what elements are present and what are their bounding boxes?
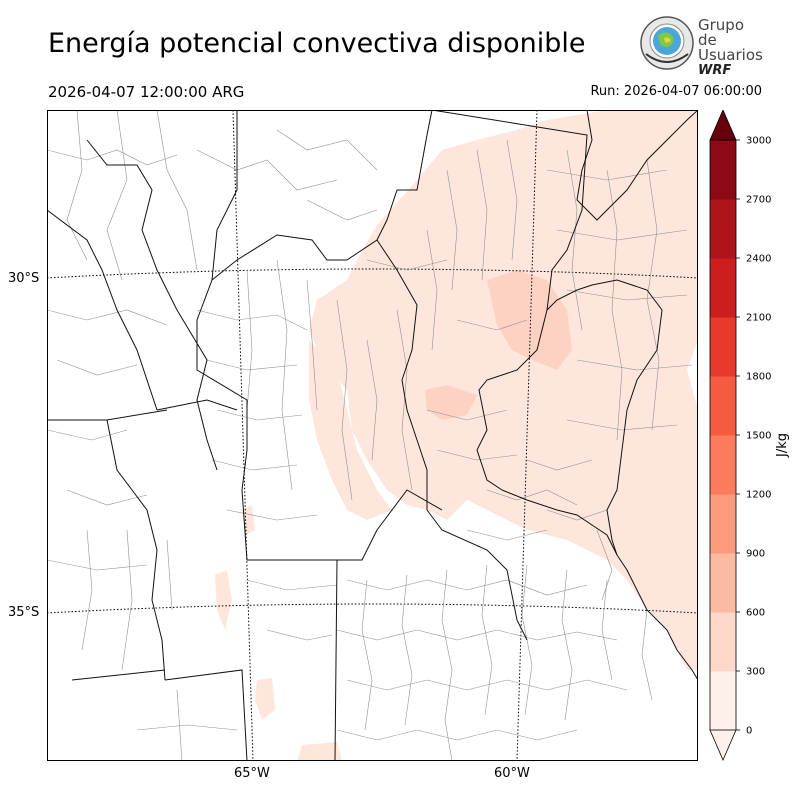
department-boundaries — [47, 110, 693, 761]
colorbar-extend-high — [709, 110, 737, 141]
colorbar-segment — [710, 612, 736, 672]
colorbar-segment — [710, 494, 736, 554]
logo-line-1: Grupo de — [698, 16, 744, 49]
graticule-line — [516, 110, 538, 761]
colorbar-segment — [710, 376, 736, 436]
lat-label-30s: 30°S — [8, 271, 40, 286]
cape-field-region — [215, 570, 232, 630]
lat-label-35s: 35°S — [8, 605, 40, 620]
cape-field-region — [297, 742, 342, 761]
colorbar-label: J/kg — [775, 433, 790, 458]
cape-map — [47, 110, 698, 761]
run-time: Run: 2026-04-07 06:00:00 — [590, 84, 762, 99]
colorbar-segment — [710, 553, 736, 613]
colorbar-segment — [710, 317, 736, 377]
cape-strong-region — [487, 270, 572, 370]
cape-field-region — [309, 110, 698, 670]
cape-field-region — [255, 678, 275, 720]
graticule-line — [47, 603, 698, 614]
colorbar-tick-label: 1800 — [746, 372, 771, 383]
logo-line-3: WRF — [698, 63, 732, 78]
colorbar-tick-label: 900 — [746, 549, 765, 560]
graticule-line — [47, 268, 698, 279]
colorbar-segment — [710, 140, 736, 200]
colorbar: 0 300 600 900 1200 1500 1800 2100 2400 2700 3000 J… — [709, 110, 790, 762]
colorbar-segment — [710, 199, 736, 259]
colorbar-tick-label: 1500 — [746, 431, 771, 442]
colorbar-segment — [710, 671, 736, 731]
colorbar-tick-label: 2100 — [746, 313, 771, 324]
colorbar-tick-label: 1200 — [746, 490, 771, 501]
logo-globe-icon — [640, 16, 694, 70]
cape-field-region — [309, 340, 392, 520]
colorbar-tick-label: 2700 — [746, 195, 771, 206]
colorbar-tick-label: 2400 — [746, 254, 771, 265]
map-frame — [47, 110, 698, 761]
lon-label-65w: 65°W — [234, 766, 270, 781]
colorbar-tick-label: 600 — [746, 608, 765, 619]
map-title: Energía potencial convectiva disponible — [48, 28, 586, 59]
graticule-line — [232, 110, 254, 761]
logo-line-2: Usuarios — [698, 46, 763, 64]
wrf-logo: Grupo de Usuarios WRF — [638, 14, 763, 78]
province-boundaries — [47, 110, 698, 761]
cape-strong-region — [425, 385, 477, 420]
colorbar-tick-label: 0 — [746, 726, 752, 737]
colorbar-tick-label: 3000 — [746, 136, 771, 147]
colorbar-segment — [710, 258, 736, 318]
lon-label-60w: 60°W — [494, 766, 530, 781]
valid-time: 2026-04-07 12:00:00 ARG — [48, 83, 245, 101]
colorbar-extend-low — [709, 729, 737, 762]
colorbar-tick-label: 300 — [746, 667, 765, 678]
cape-strong-region — [535, 315, 562, 345]
colorbar-segment — [710, 435, 736, 495]
